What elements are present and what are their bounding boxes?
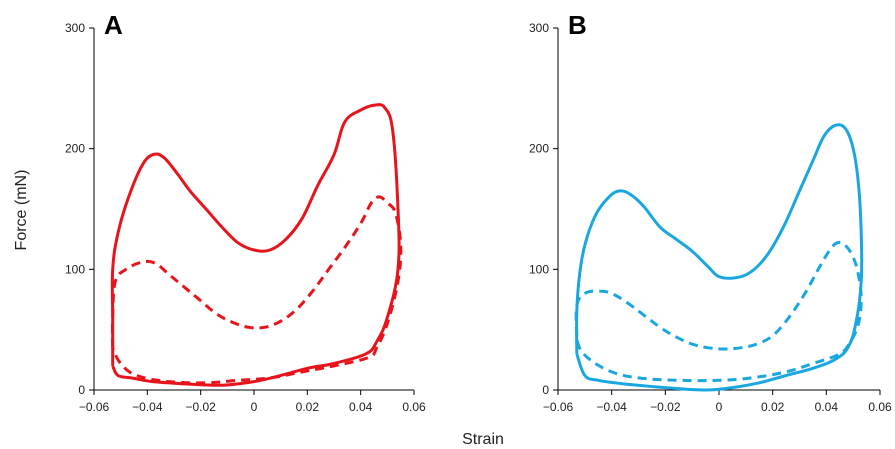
y-tick-label: 300 xyxy=(65,21,85,35)
x-tick-label: −0.06 xyxy=(79,400,110,414)
y-tick-label: 200 xyxy=(65,142,85,156)
y-tick-label: 300 xyxy=(529,21,549,35)
x-tick-label: 0 xyxy=(716,400,723,414)
panel-b: −0.06 −0.04 −0.02 0 0.02 0.04 0.06 0 100 200 300 B xyxy=(529,10,892,414)
series-line-dashed xyxy=(110,195,403,385)
panel-label: B xyxy=(568,10,587,40)
x-tick-label: −0.02 xyxy=(185,400,216,414)
series-line-solid xyxy=(110,103,401,387)
y-tick-label: 100 xyxy=(529,262,549,276)
x-tick-label: 0.04 xyxy=(815,400,839,414)
y-axis-title: Force (mN) xyxy=(13,170,30,251)
x-tick-label: −0.04 xyxy=(132,400,163,414)
y-tick-label: 100 xyxy=(65,262,85,276)
x-tick-label: 0.06 xyxy=(868,400,892,414)
x-tick-label: 0.06 xyxy=(402,400,426,414)
panel-a: −0.06 −0.04 −0.02 0 0.02 0.04 0.06 0 100 200 300 A xyxy=(65,10,426,414)
x-tick-label: 0.02 xyxy=(761,400,785,414)
series-line-dashed xyxy=(574,240,863,383)
x-tick-label: 0.02 xyxy=(296,400,320,414)
y-tick-label: 0 xyxy=(78,383,85,397)
x-tick-label: −0.06 xyxy=(543,400,574,414)
x-tick-label: −0.02 xyxy=(650,400,681,414)
panel-label: A xyxy=(104,10,123,40)
x-tick-label: −0.04 xyxy=(596,400,627,414)
y-tick-label: 0 xyxy=(542,383,549,397)
x-tick-label: 0 xyxy=(251,400,258,414)
x-axis-title: Strain xyxy=(462,431,504,448)
y-tick-label: 200 xyxy=(529,142,549,156)
x-tick-label: 0.04 xyxy=(349,400,373,414)
series-line-solid xyxy=(575,123,864,392)
